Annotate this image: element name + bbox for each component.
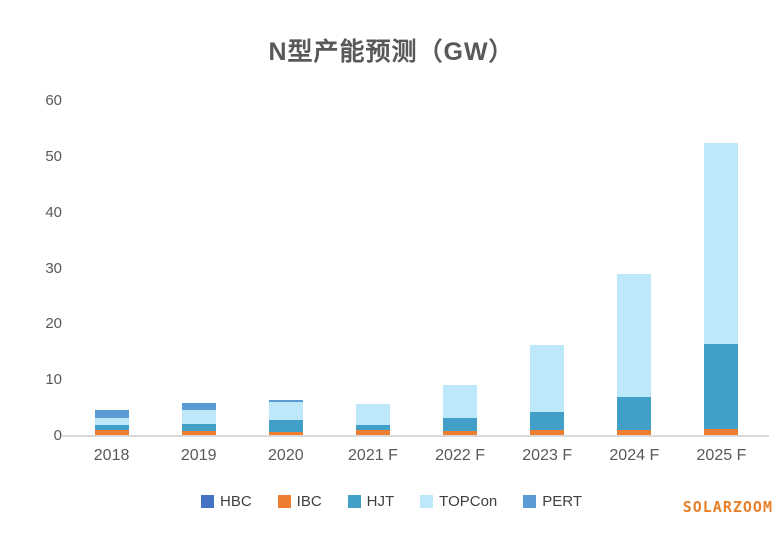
legend-item-topcon: TOPCon [420,493,497,510]
bar-column-2018 [68,101,155,436]
bar-segment-ibc [355,430,390,436]
bar-stack [355,403,390,436]
x-tick-label: 2019 [180,447,217,464]
bar-segment-hjt [268,419,303,432]
bar-column-2022-f [417,101,504,436]
bar-stack [268,399,303,436]
bar-segment-hjt [94,424,129,431]
plot-area [68,101,765,436]
y-tick-label: 20 [45,315,62,333]
legend-item-hjt: HJT [347,493,395,510]
bar-stack [704,142,739,436]
bar-column-2023-f [504,101,591,436]
x-axis-line [62,435,769,437]
bar-segment-pert [94,410,129,419]
legend-swatch-icon [277,495,291,508]
x-tick-label: 2025 F [696,447,747,464]
bar-segment-topcon [268,401,303,420]
bar-stack [617,274,652,436]
bar-segment-ibc [94,430,129,436]
x-tick-label: 2021 F [348,447,398,464]
bar-segment-ibc [617,430,652,436]
x-tick-label: 2023 F [522,447,573,464]
y-tick-label: 10 [45,371,62,389]
bar-segment-topcon [181,410,216,424]
bar-segment-ibc [181,430,216,436]
x-tick-label: 2024 F [609,447,660,464]
x-tick-label: 2022 F [435,447,485,464]
bar-segment-hjt [443,418,478,431]
bar-segment-hjt [704,343,739,429]
legend-item-pert: PERT [523,493,582,510]
bars-container [68,101,765,436]
bar-segment-hjt [530,412,565,431]
bar-column-2020 [242,101,329,436]
bar-segment-topcon [94,418,129,425]
legend-label: IBC [296,493,322,510]
bar-segment-topcon [530,345,565,413]
bar-stack [94,410,129,436]
chart-title: N型产能预测（GW） [268,38,515,66]
y-tick-label: 40 [45,203,62,221]
legend-swatch-icon [200,495,214,508]
bar-segment-ibc [268,431,303,436]
bar-segment-topcon [443,384,478,419]
bar-segment-pert [268,399,303,402]
bar-stack [181,402,216,436]
x-tick-label: 2018 [93,447,130,464]
y-tick-label: 50 [45,147,62,165]
bar-segment-hjt [617,396,652,431]
legend-label: HBC [219,493,252,510]
bar-stack [443,384,478,436]
y-tick-label: 0 [53,427,62,444]
bar-segment-ibc [443,430,478,436]
watermark-logo: SOLARZOOM [682,498,773,516]
legend-item-ibc: IBC [277,493,322,510]
y-tick-label: 60 [45,92,62,109]
bar-segment-hjt [181,423,216,431]
bar-column-2019 [155,101,242,436]
y-tick-label: 30 [45,259,62,277]
bar-column-2021-f [329,101,416,436]
x-axis-labels: 2018 2019 2020 2021 F 2022 F 2023 F 2024 F 2025… [68,447,765,465]
legend-label: PERT [542,493,582,510]
bar-segment-pert [181,402,216,411]
legend: HBC IBC HJT TOPCon PERT [0,493,783,510]
legend-swatch-icon [347,495,361,508]
bar-segment-ibc [704,428,739,436]
legend-swatch-icon [420,495,434,508]
bar-segment-topcon [704,142,739,344]
legend-label: TOPCon [439,493,498,510]
bar-segment-topcon [617,274,652,397]
x-tick-label: 2020 [268,447,304,464]
bar-column-2025-f [678,101,765,436]
legend-label: HJT [366,493,395,510]
bar-segment-topcon [355,403,390,425]
legend-swatch-icon [523,495,537,508]
bar-segment-hjt [355,424,390,431]
bar-stack [530,345,565,436]
bar-segment-ibc [530,430,565,436]
bar-column-2024-f [591,101,678,436]
legend-item-hbc: HBC [200,493,252,510]
